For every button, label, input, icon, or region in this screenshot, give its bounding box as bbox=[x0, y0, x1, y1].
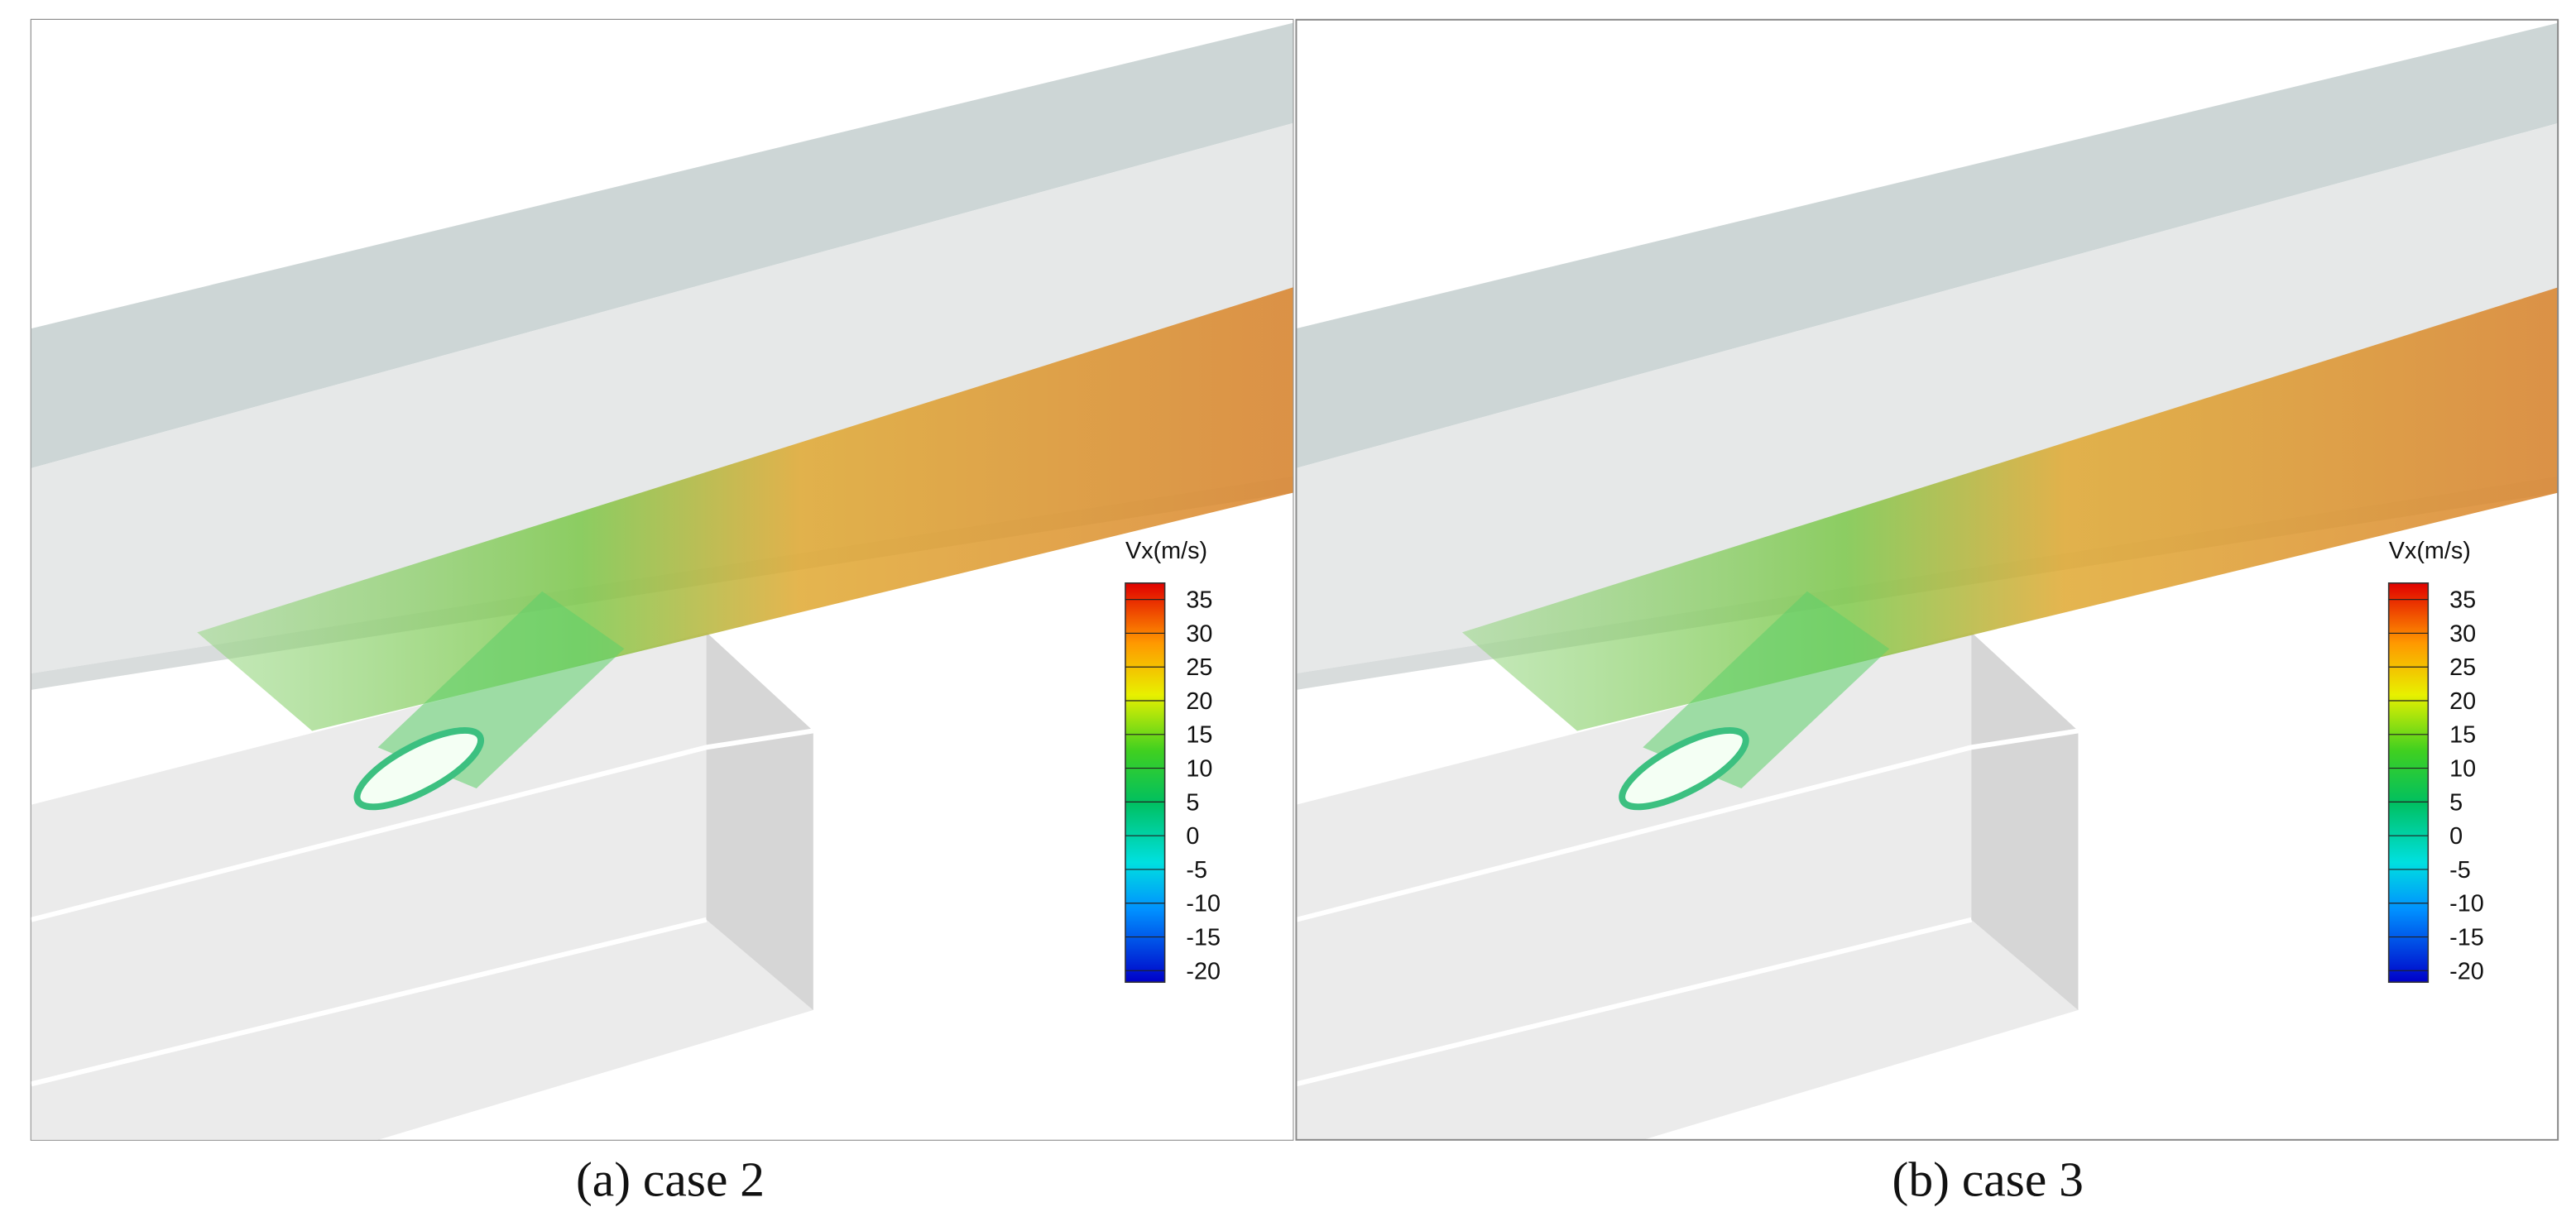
colorbar-tick-label: 35 bbox=[1186, 587, 1212, 614]
colorbar-tick-label: 20 bbox=[1186, 688, 1212, 715]
caption: (b) case 3 bbox=[1892, 1152, 2084, 1206]
colorbar-tick-label: 15 bbox=[2449, 722, 2476, 749]
colorbar bbox=[2387, 582, 2430, 984]
colorbar-tick-label: 10 bbox=[1186, 756, 1212, 783]
colorbar-tick-label: -5 bbox=[1186, 857, 1207, 884]
colorbar-tick-label: 25 bbox=[2449, 654, 2476, 681]
colorbar-tick-label: -5 bbox=[2449, 857, 2471, 884]
panel-frame bbox=[1295, 18, 2559, 1141]
colorbar-tick-label: -10 bbox=[1186, 891, 1221, 917]
panel-scene bbox=[1296, 20, 2558, 1140]
panel-b bbox=[1295, 18, 2559, 1141]
colorbar-tick-label: 10 bbox=[2449, 756, 2476, 783]
panel-scene bbox=[31, 20, 1293, 1140]
colorbar bbox=[1125, 582, 1166, 984]
colorbar-tick-label: 30 bbox=[2449, 620, 2476, 647]
colorbar-tick-label: 25 bbox=[1186, 654, 1212, 681]
colorbar-title: Vx(m/s) bbox=[2389, 538, 2471, 564]
colorbar-tick-label: -10 bbox=[2449, 891, 2484, 917]
colorbar-tick-label: 5 bbox=[1186, 789, 1199, 816]
colorbar-tick-label: -20 bbox=[1186, 958, 1221, 984]
colorbar-tick-label: 35 bbox=[2449, 587, 2476, 614]
colorbar-title: Vx(m/s) bbox=[1125, 538, 1207, 564]
colorbar-tick-label: 20 bbox=[2449, 688, 2476, 715]
colorbar-tick-label: 0 bbox=[2449, 823, 2463, 850]
colorbar-tick-label: -15 bbox=[2449, 924, 2484, 951]
colorbar-tick-label: -15 bbox=[1186, 924, 1221, 951]
colorbar-tick-label: -20 bbox=[2449, 958, 2484, 984]
colorbar-tick-label: 30 bbox=[1186, 620, 1212, 647]
colorbar-tick-label: 0 bbox=[1186, 823, 1199, 850]
colorbar-tick-label: 15 bbox=[1186, 722, 1212, 749]
caption: (a) case 2 bbox=[576, 1152, 765, 1206]
colorbar-tick-label: 5 bbox=[2449, 789, 2463, 816]
